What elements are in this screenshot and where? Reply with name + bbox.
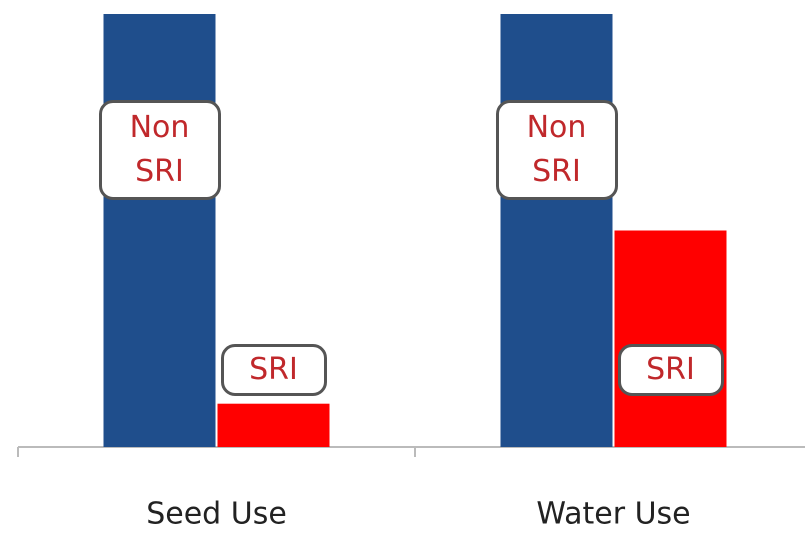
x-tick-label: Water Use (536, 497, 690, 532)
bar (500, 14, 613, 447)
bar-label: SRI (220, 344, 327, 396)
bar (217, 403, 330, 447)
bar (103, 14, 216, 447)
series-name: Non SRI (129, 110, 190, 189)
series-name: Non SRI (526, 110, 587, 189)
bar-label: SRI (617, 344, 724, 396)
bar-label: Non SRI (495, 100, 618, 200)
x-tick-label: Seed Use (146, 497, 287, 532)
bar (614, 230, 727, 447)
bar-label: Non SRI (98, 100, 221, 200)
series-name: SRI (249, 352, 298, 387)
series-name: SRI (646, 352, 695, 387)
